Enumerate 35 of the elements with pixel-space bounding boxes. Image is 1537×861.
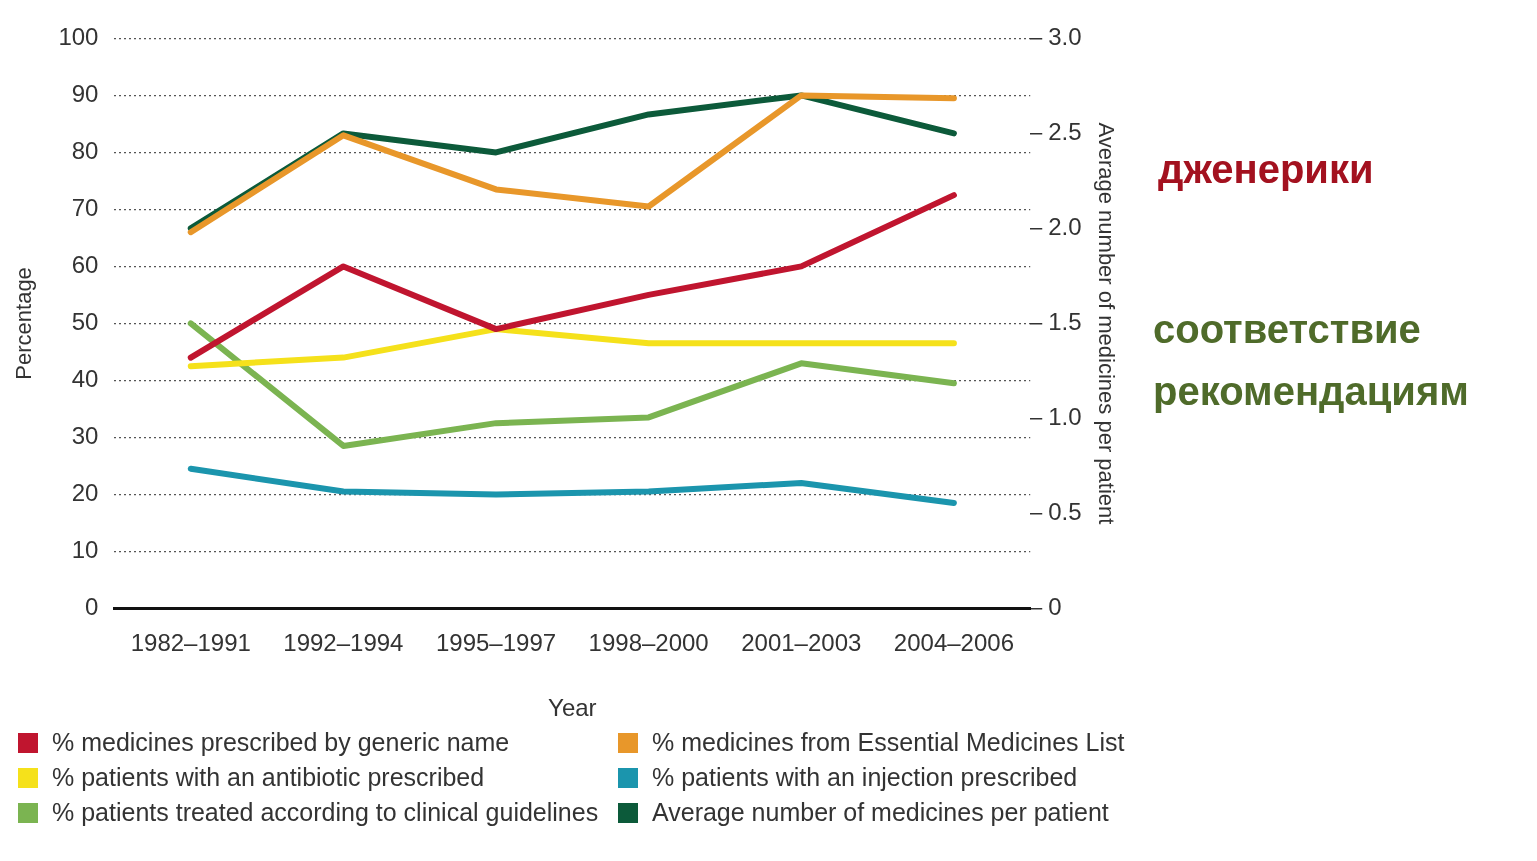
y-tick-label: 100: [58, 23, 99, 51]
y-tick-label: 80: [71, 137, 99, 165]
y-tick-label: 30: [71, 422, 99, 450]
y2-tick-label: 3.0: [1048, 23, 1082, 51]
legend-label: % medicines prescribed by generic name: [52, 728, 510, 757]
y2-tick-label: 0.5: [1048, 498, 1082, 526]
y-tick-label: 40: [71, 365, 99, 393]
x-tick-label: 2001–2003: [741, 629, 862, 657]
y2-tick-label: 1.0: [1048, 403, 1082, 431]
y-axis-title: Percentage: [11, 267, 37, 380]
x-tick-label: 2004–2006: [893, 629, 1014, 657]
x-axis-title: Year: [548, 694, 597, 722]
y2-tick-label: 0: [1048, 593, 1062, 621]
legend-label: % medicines from Essential Medicines List: [652, 728, 1125, 757]
y2-tick-label: 2.0: [1048, 213, 1082, 241]
y-tick-label: 20: [71, 479, 99, 507]
y-tick-label: 0: [85, 593, 99, 621]
y-tick-label: 50: [71, 308, 99, 336]
x-tick-label: 1998–2000: [588, 629, 709, 657]
y-tick-label: 10: [71, 536, 99, 564]
legend-label: % patients with an injection prescribed: [652, 763, 1078, 792]
legend-label: % patients treated according to clinical guidelines: [52, 798, 599, 827]
y-tick-label: 60: [71, 251, 99, 279]
y-tick-label: 90: [71, 80, 99, 108]
legend-label: Average number of medicines per patient: [652, 798, 1109, 827]
y2-tick-label: 2.5: [1048, 118, 1082, 146]
text: дженерики: [1158, 146, 1375, 193]
x-tick-label: 1995–1997: [435, 629, 557, 657]
x-tick-label: 1992–1994: [283, 629, 404, 657]
y2-axis-title: Average number of medicines per patient: [1093, 122, 1119, 525]
y2-tick-label: 1.5: [1048, 308, 1082, 336]
text: соответствие рекомендациям: [1153, 306, 1470, 415]
y-tick-label: 70: [71, 194, 99, 222]
x-tick-label: 1982–1991: [130, 629, 251, 657]
legend-label: % patients with an antibiotic prescribed: [52, 763, 485, 792]
